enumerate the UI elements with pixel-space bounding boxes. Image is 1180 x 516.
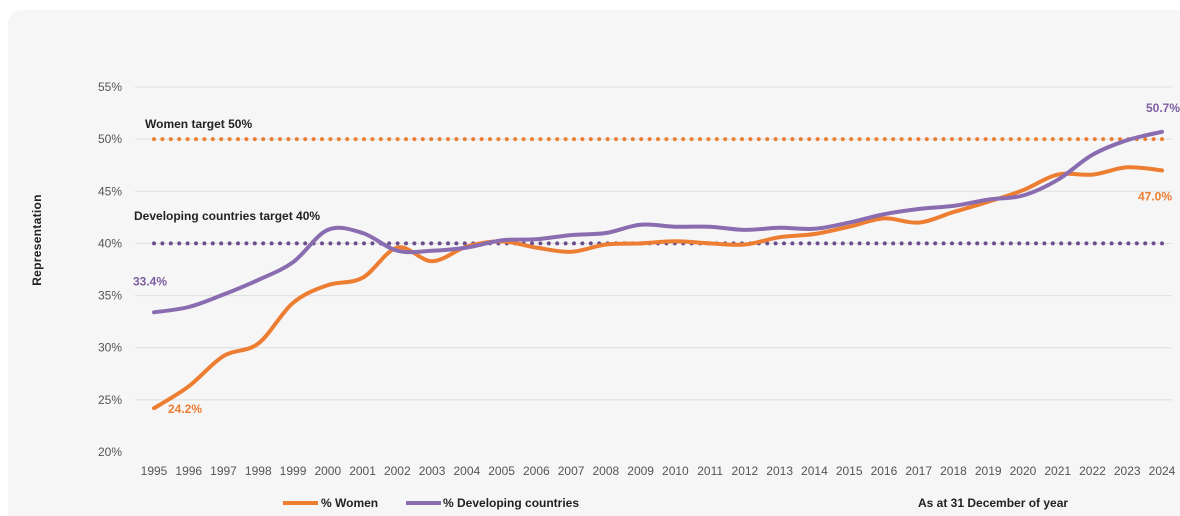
x-tick-label: 2015 [836, 464, 863, 478]
x-tick-label: 2008 [593, 464, 620, 478]
x-tick-label: 2021 [1044, 464, 1071, 478]
x-tick-label: 2006 [523, 464, 550, 478]
x-tick-label: 2019 [975, 464, 1002, 478]
y-tick-label: 40% [98, 236, 122, 250]
gridlines [135, 86, 1172, 401]
y-tick-label: 35% [98, 289, 122, 303]
legend-developing-label: % Developing countries [443, 496, 579, 510]
women-first-label: 24.2% [168, 402, 202, 416]
x-tick-label: 2013 [766, 464, 793, 478]
x-tick-label: 2003 [419, 464, 446, 478]
x-tick-label: 2024 [1149, 464, 1176, 478]
x-tick-label: 2016 [871, 464, 898, 478]
x-tick-label: 2017 [905, 464, 932, 478]
developing-last-label: 50.7% [1146, 101, 1180, 115]
women-target-label: Women target 50% [145, 117, 252, 131]
y-tick-label: 20% [98, 445, 122, 459]
developing-series-line [152, 129, 1164, 315]
x-tick-label: 2023 [1114, 464, 1141, 478]
chart-note: As at 31 December of year [918, 496, 1068, 510]
legend: % Women % Developing countries [283, 496, 579, 510]
x-tick-label: 2002 [384, 464, 411, 478]
x-tick-label: 1998 [245, 464, 272, 478]
legend-women-label: % Women [321, 496, 378, 510]
women-series-line [152, 165, 1164, 411]
x-tick-label: 2018 [940, 464, 967, 478]
x-tick-label: 2012 [732, 464, 759, 478]
x-tick-label: 2009 [627, 464, 654, 478]
y-tick-label: 25% [98, 393, 122, 407]
y-axis-label: Representation [30, 194, 44, 286]
data-labels: 24.2% 47.0% 33.4% 50.7% [133, 101, 1180, 416]
series-lines [152, 129, 1164, 411]
y-tick-label: 50% [98, 132, 122, 146]
x-tick-label: 2014 [801, 464, 828, 478]
y-tick-label: 30% [98, 341, 122, 355]
developing-target-label: Developing countries target 40% [134, 209, 320, 223]
x-tick-label: 2001 [349, 464, 376, 478]
y-tick-label: 55% [98, 80, 122, 94]
x-tick-label: 2011 [697, 464, 723, 478]
x-tick-label: 1999 [280, 464, 307, 478]
x-tick-label: 1996 [175, 464, 202, 478]
x-tick-label: 2007 [558, 464, 585, 478]
y-axis-ticks: 20% 25% 30% 35% 40% 45% 50% 55% [98, 80, 122, 459]
developing-first-label: 33.4% [133, 274, 167, 288]
x-tick-label: 2005 [488, 464, 515, 478]
x-tick-label: 2000 [314, 464, 341, 478]
women-last-label: 47.0% [1138, 189, 1172, 203]
chart-background [8, 10, 1180, 516]
x-tick-label: 2022 [1079, 464, 1106, 478]
x-tick-label: 2010 [662, 464, 689, 478]
x-tick-label: 1997 [210, 464, 237, 478]
x-tick-label: 2020 [1010, 464, 1037, 478]
x-tick-label: 2004 [453, 464, 480, 478]
x-axis-ticks: 1995 1996 1997 1998 1999 2000 2001 2002 2003 2004… [141, 464, 1176, 478]
x-tick-label: 1995 [141, 464, 168, 478]
y-tick-label: 45% [98, 184, 122, 198]
